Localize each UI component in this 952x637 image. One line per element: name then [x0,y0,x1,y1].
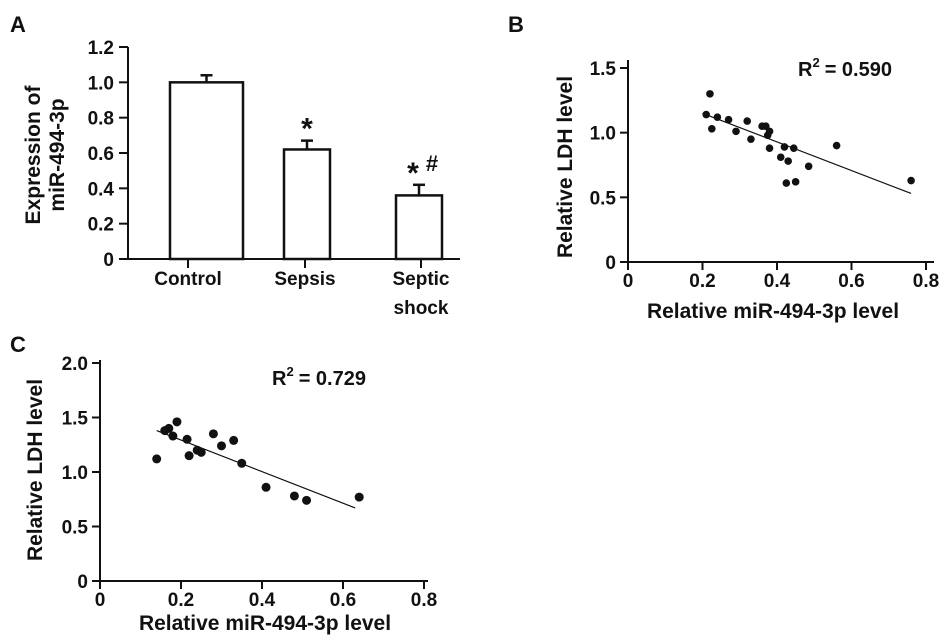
panel-b-y-tick-label: 0 [605,253,616,274]
panel-c-r2-label: R [272,368,287,390]
panel-b-data-point [776,153,785,162]
panel-c-data-point [168,431,178,441]
panel-c-y-tick-label: 0.5 [62,518,89,539]
panel-c-data-point [184,451,194,461]
panel-a-y-axis-title-line2: miR-494-3p [46,98,69,211]
panel-c-data-point [289,491,299,501]
panel-a-bar [394,194,444,261]
panel-b-y-axis-title: Relative LDH level [554,76,577,258]
panel-a-category-label: Control [154,269,222,290]
panel-c-x-tick-label: 0.4 [249,590,276,611]
panel-c-data-point [152,454,162,464]
panel-b-scatter-plot: Relative LDH level Relative miR-494-3p l… [554,55,939,323]
panel-c-x-tick-label: 0.8 [411,590,437,611]
panel-b-data-point [706,90,714,98]
panel-c-x-tick-label: 0 [95,590,106,611]
panel-b-data-point [782,179,791,187]
panel-a-y-tick-label: 0 [103,250,114,271]
panel-a-y-tick-label: 0.8 [88,109,114,130]
panel-c-y-axis-title: Relative LDH level [24,379,47,561]
panel-a-significance-star: * [407,157,419,190]
panel-c-data-point [182,434,192,444]
panel-c-y-tick-label: 1.0 [62,463,88,484]
panel-c-data-point [196,447,206,457]
panel-b-data-point [784,157,792,165]
panel-c-data-point [208,429,218,439]
panel-c-data-point [237,458,247,468]
panel-a-bar [282,148,332,261]
panel-b-y-tick-label: 1.0 [590,124,616,145]
panel-a-bar [168,81,245,261]
panel-letter-c: C [10,332,26,357]
panel-b-x-tick-label: 0.8 [913,271,939,292]
panel-b-r2-value: = 0.590 [825,59,892,81]
panel-c-r2-annotation: R2 = 0.729 [272,364,366,390]
panel-b-data-point [708,124,716,133]
panel-b-data-point [747,135,755,143]
panel-b-data-point [804,162,813,171]
panel-a-significance-hash: # [426,151,438,176]
panel-a-bar-chart: Expression of miR-494-3p 0 0.2 0.4 0.6 0.8 1.… [22,38,460,319]
panel-b-data-point [765,127,774,136]
panel-c-r2-value: = 0.729 [299,368,366,390]
panel-c-x-axis-title: Relative miR-494-3p level [139,612,391,635]
panel-b-y-tick-label: 1.5 [590,59,617,80]
panel-b-data-point [724,115,733,124]
panel-b-data-point [791,178,800,186]
panel-b-r2-label: R [798,59,813,81]
panel-a-category-label: Septic [392,269,449,290]
panel-b-data-point [765,144,774,152]
panel-a-y-tick-label: 1.2 [88,38,114,59]
panel-a-y-tick-label: 1.0 [88,73,114,94]
panel-b-data-point [732,127,740,136]
panel-letter-b: B [508,12,524,37]
panel-a-category-label-line2: shock [394,298,449,319]
panel-b-data-point [832,141,841,150]
panel-a-category-label: Sepsis [274,269,335,290]
panel-c-data-point [354,492,364,502]
panel-b-data-point [907,176,915,185]
panel-a-y-tick-label: 0.2 [88,215,114,236]
panel-b-x-tick-label: 0.6 [838,271,864,292]
panel-letter-a: A [10,12,26,37]
panel-c-regression-line [156,430,356,509]
panel-c-y-tick-label: 0 [77,572,88,593]
panel-c-y-tick-label: 2.0 [62,354,88,375]
panel-c-x-tick-label: 0.2 [168,590,194,611]
panel-b-data-point [713,113,722,121]
panel-b-r2-annotation: R2 = 0.590 [798,55,892,81]
panel-c-data-point [261,482,271,492]
panel-c-x-tick-label: 0.6 [330,590,356,611]
panel-b-regression-line [702,112,912,195]
panel-c-scatter-plot: Relative LDH level Relative miR-494-3p l… [24,354,437,635]
panel-b-data-point [789,144,798,152]
panel-b-x-tick-label: 0 [623,271,634,292]
panel-b-data-point [780,143,789,151]
panel-a-significance-star: * [301,113,313,146]
panel-c-data-point [164,423,174,433]
panel-b-x-tick-label: 0.4 [764,271,791,292]
panel-a-y-tick-label: 0.4 [88,179,115,200]
panel-c-data-point [302,495,312,505]
panel-b-x-axis-title: Relative miR-494-3p level [647,300,899,323]
panel-c-data-point [229,435,239,445]
panel-c-data-point [172,417,182,427]
panel-c-data-point [217,441,226,451]
panel-b-x-tick-label: 0.2 [689,271,715,292]
panel-a-y-axis-title-line1: Expression of [22,85,45,225]
panel-b-y-tick-label: 0.5 [590,188,617,209]
panel-b-data-point [743,117,751,125]
panel-c-y-tick-label: 1.5 [62,409,89,430]
panel-b-data-point [702,110,711,119]
panel-a-y-tick-label: 0.6 [88,144,114,165]
